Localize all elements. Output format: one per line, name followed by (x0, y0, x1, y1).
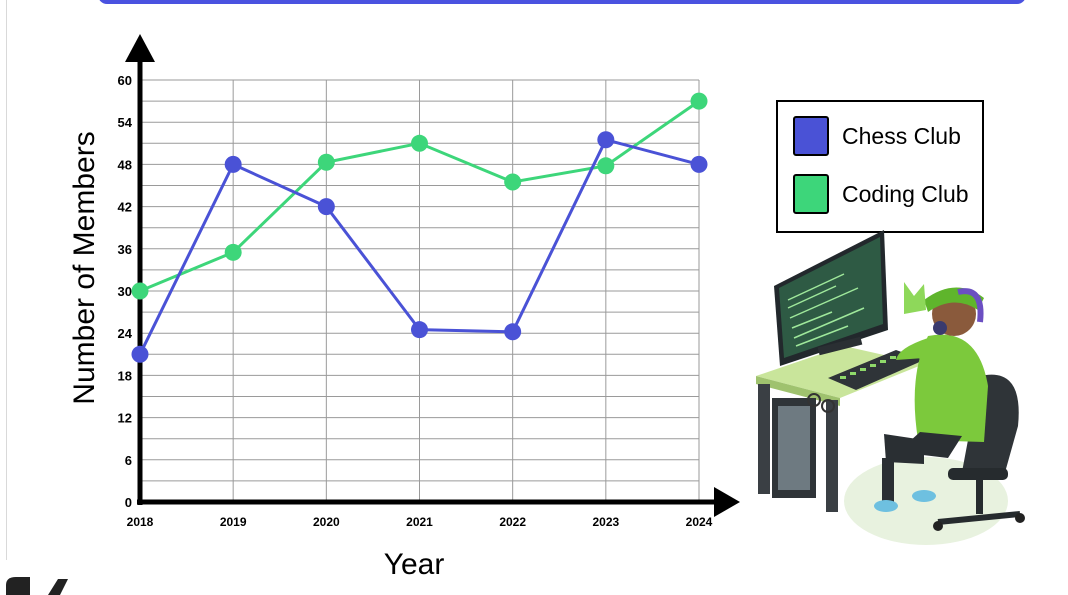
y-tick-label: 60 (118, 73, 132, 88)
legend-item-chess: Chess Club (793, 116, 961, 156)
y-tick-label: 42 (118, 200, 132, 215)
y-tick-label: 30 (118, 284, 132, 299)
data-point-coding-club (224, 243, 242, 261)
x-tick-label: 2021 (406, 515, 433, 529)
data-point-coding-club (690, 92, 708, 110)
data-point-chess-club (411, 321, 428, 339)
data-point-chess-club (224, 155, 242, 173)
corner-logo-fragment (6, 577, 68, 595)
data-point-chess-club (597, 131, 615, 149)
y-axis-arrow (125, 34, 155, 62)
y-tick-label: 12 (118, 411, 132, 426)
x-axis-arrow (714, 487, 740, 517)
chart-legend: Chess Club Coding Club (776, 100, 984, 233)
data-point-chess-club (317, 198, 335, 216)
legend-label-coding: Coding Club (842, 180, 969, 207)
data-point-chess-club (690, 155, 708, 173)
data-point-coding-club (411, 134, 428, 152)
data-point-chess-club (131, 345, 149, 363)
y-tick-label: 48 (118, 157, 132, 172)
data-point-coding-club (597, 157, 615, 175)
x-tick-label: 2023 (592, 515, 619, 529)
legend-swatch-coding (793, 174, 829, 214)
legend-swatch-chess (793, 116, 829, 156)
legend-item-coding: Coding Club (793, 174, 969, 214)
legend-label-chess: Chess Club (842, 122, 961, 149)
y-tick-label: 24 (118, 326, 133, 341)
data-point-coding-club (131, 282, 149, 300)
x-tick-labels: 2018 2019 2020 2021 2022 2023 2024 (127, 515, 713, 529)
x-axis-label: Year (384, 548, 445, 581)
data-point-coding-club (317, 153, 335, 171)
x-tick-label: 2019 (220, 515, 247, 529)
data-point-chess-club (504, 323, 522, 341)
data-point-coding-club (504, 173, 522, 191)
x-tick-label: 2022 (499, 515, 526, 529)
x-tick-label: 2018 (127, 515, 154, 529)
x-tick-label: 2020 (313, 515, 340, 529)
y-tick-labels: 0 6 12 18 24 30 36 42 48 54 60 (118, 73, 133, 510)
series-layer (131, 92, 708, 363)
y-tick-label: 0 (125, 495, 132, 510)
top-banner-bar (98, 0, 1026, 4)
line-chart: 0 6 12 18 24 30 36 42 48 54 60 2018 2019 2020 2021 202… (68, 34, 740, 581)
y-tick-label: 54 (118, 115, 133, 130)
y-tick-label: 6 (125, 453, 132, 468)
y-tick-label: 36 (118, 242, 132, 257)
y-tick-label: 18 (118, 368, 132, 383)
left-divider (6, 0, 7, 560)
x-tick-label: 2024 (686, 515, 713, 529)
programmer-at-desk-illustration (756, 230, 1025, 545)
y-axis-label: Number of Members (68, 131, 101, 404)
